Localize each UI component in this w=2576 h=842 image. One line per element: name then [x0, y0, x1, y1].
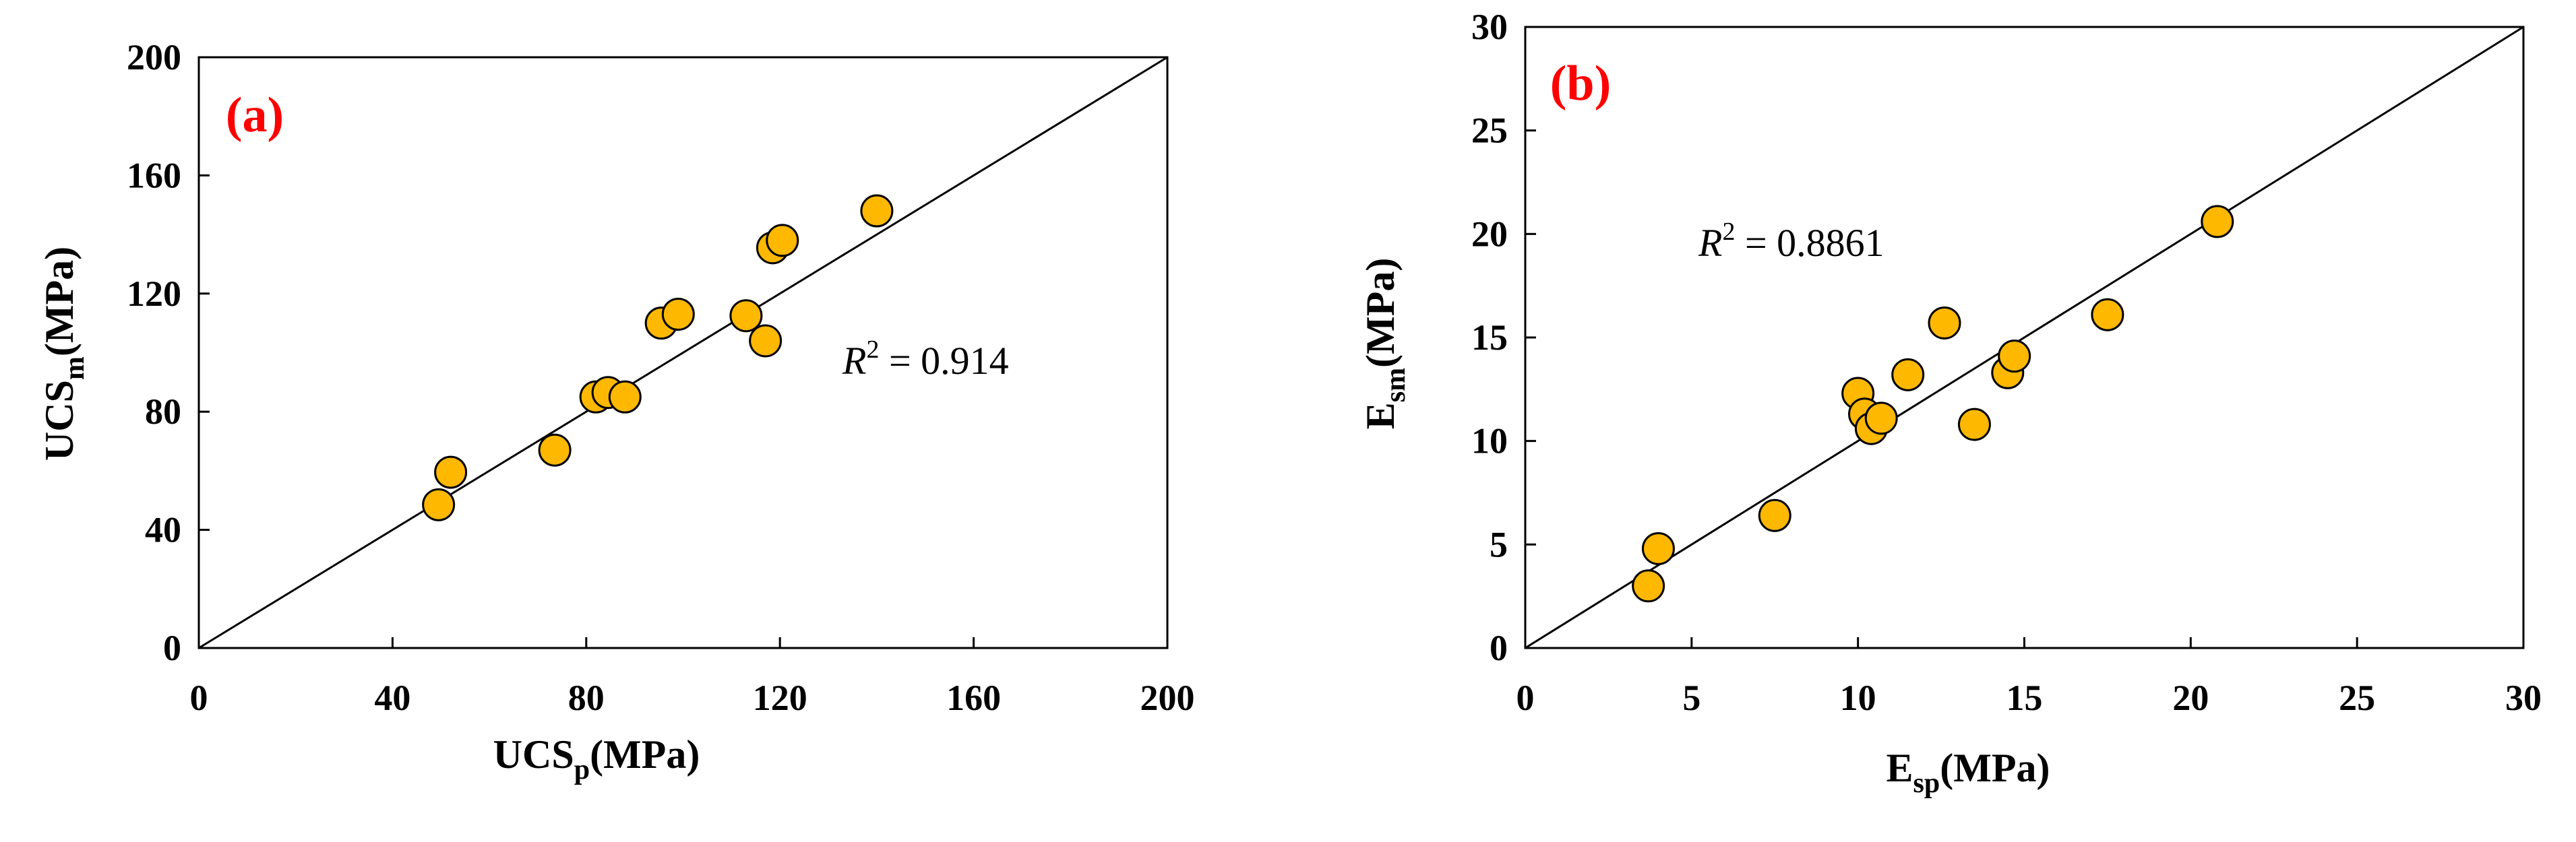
x-axis-label-base: E — [1887, 746, 1913, 790]
y-tick-label: 80 — [145, 391, 181, 432]
data-point — [860, 194, 894, 228]
y-axis-label-subscript: sm — [1380, 368, 1411, 402]
y-tick-label: 120 — [127, 273, 181, 314]
x-axis-label-base: UCS — [493, 732, 574, 777]
data-point — [1641, 531, 1675, 565]
data-point — [1957, 408, 1991, 441]
data-point — [1928, 306, 1961, 339]
x-tick-label: 80 — [568, 678, 605, 718]
data-point — [2201, 205, 2234, 238]
data-point — [1864, 401, 1898, 435]
x-tick-label: 15 — [2006, 678, 2043, 718]
x-axis-label-unit: (MPa) — [590, 732, 700, 777]
x-tick-label: 160 — [946, 678, 1001, 718]
y-tick-label: 160 — [127, 155, 181, 195]
y-tick-label: 25 — [1471, 110, 1508, 151]
r-squared-annotation: R2 = 0.8861 — [1698, 218, 1884, 265]
reference-line-1to1 — [1525, 26, 2524, 649]
y-tick-label: 200 — [127, 37, 181, 77]
x-tick-label: 30 — [2505, 678, 2542, 718]
y-tick-label: 20 — [1471, 214, 1508, 254]
x-tick-label: 40 — [374, 678, 410, 718]
data-point — [729, 299, 763, 333]
data-point — [766, 224, 799, 257]
annotation-value: = 0.8861 — [1735, 221, 1884, 265]
x-axis-label-unit: (MPa) — [1940, 746, 2050, 790]
x-tick-label: 5 — [1682, 678, 1700, 718]
plot-frame — [197, 56, 1169, 649]
data-point — [608, 380, 642, 414]
data-point — [661, 297, 695, 331]
reference-line-1to1 — [198, 56, 1168, 649]
x-axis-label: Esp(MPa) — [1887, 746, 2050, 799]
x-tick-label: 0 — [1516, 678, 1535, 718]
chart-panel-b: 0 5 10 15 20 25 30 0 5 10 15 20 25 30 (b) R2 = 0.8861 Es… — [1358, 7, 2542, 799]
x-tick-label: 200 — [1140, 678, 1195, 718]
data-point — [538, 433, 572, 467]
x-axis-label: UCSp(MPa) — [493, 732, 700, 785]
r-squared-annotation: R2 = 0.914 — [842, 335, 1009, 383]
panel-label: (a) — [226, 88, 284, 143]
y-tick-label: 30 — [1471, 7, 1508, 47]
data-point — [1758, 498, 1791, 532]
data-point — [1998, 339, 2031, 373]
y-tick-label: 0 — [163, 628, 181, 668]
y-axis-label-base: E — [1358, 402, 1403, 429]
annotation-var: R — [842, 339, 866, 383]
y-tick-label: 15 — [1471, 317, 1508, 358]
data-point — [1632, 569, 1665, 603]
data-point — [749, 324, 783, 358]
x-tick-label: 120 — [753, 678, 807, 718]
data-point — [1891, 358, 1925, 391]
annotation-value: = 0.914 — [879, 339, 1008, 383]
x-tick-label: 10 — [1840, 678, 1876, 718]
annotation-var: R — [1698, 221, 1722, 265]
y-axis-label: UCSm(MPa) — [37, 247, 90, 461]
x-axis-label-subscript: p — [574, 754, 590, 785]
y-tick-label: 0 — [1490, 628, 1508, 668]
annotation-exponent: 2 — [866, 335, 879, 364]
y-tick-label: 5 — [1490, 524, 1508, 564]
annotation-exponent: 2 — [1722, 218, 1735, 246]
data-point — [422, 488, 456, 521]
y-axis-label: Esm(MPa) — [1358, 258, 1411, 430]
y-axis-label-subscript: m — [59, 356, 90, 380]
y-tick-label: 10 — [1471, 421, 1508, 461]
x-tick-label: 25 — [2339, 678, 2375, 718]
panel-label: (b) — [1550, 56, 1611, 111]
y-axis-label-unit: (MPa) — [37, 247, 82, 356]
x-tick-label: 0 — [190, 678, 208, 718]
data-point — [434, 455, 468, 489]
y-axis-label-unit: (MPa) — [1358, 258, 1403, 368]
x-tick-label: 20 — [2172, 678, 2209, 718]
chart-panel-a: 0 40 80 120 160 200 0 40 80 120 160 200 (a) R2 = 0.91… — [37, 37, 1195, 785]
y-axis-label-base: UCS — [37, 380, 82, 461]
y-tick-label: 40 — [145, 510, 181, 550]
data-point — [2091, 298, 2124, 331]
x-axis-label-subscript: sp — [1913, 768, 1940, 799]
